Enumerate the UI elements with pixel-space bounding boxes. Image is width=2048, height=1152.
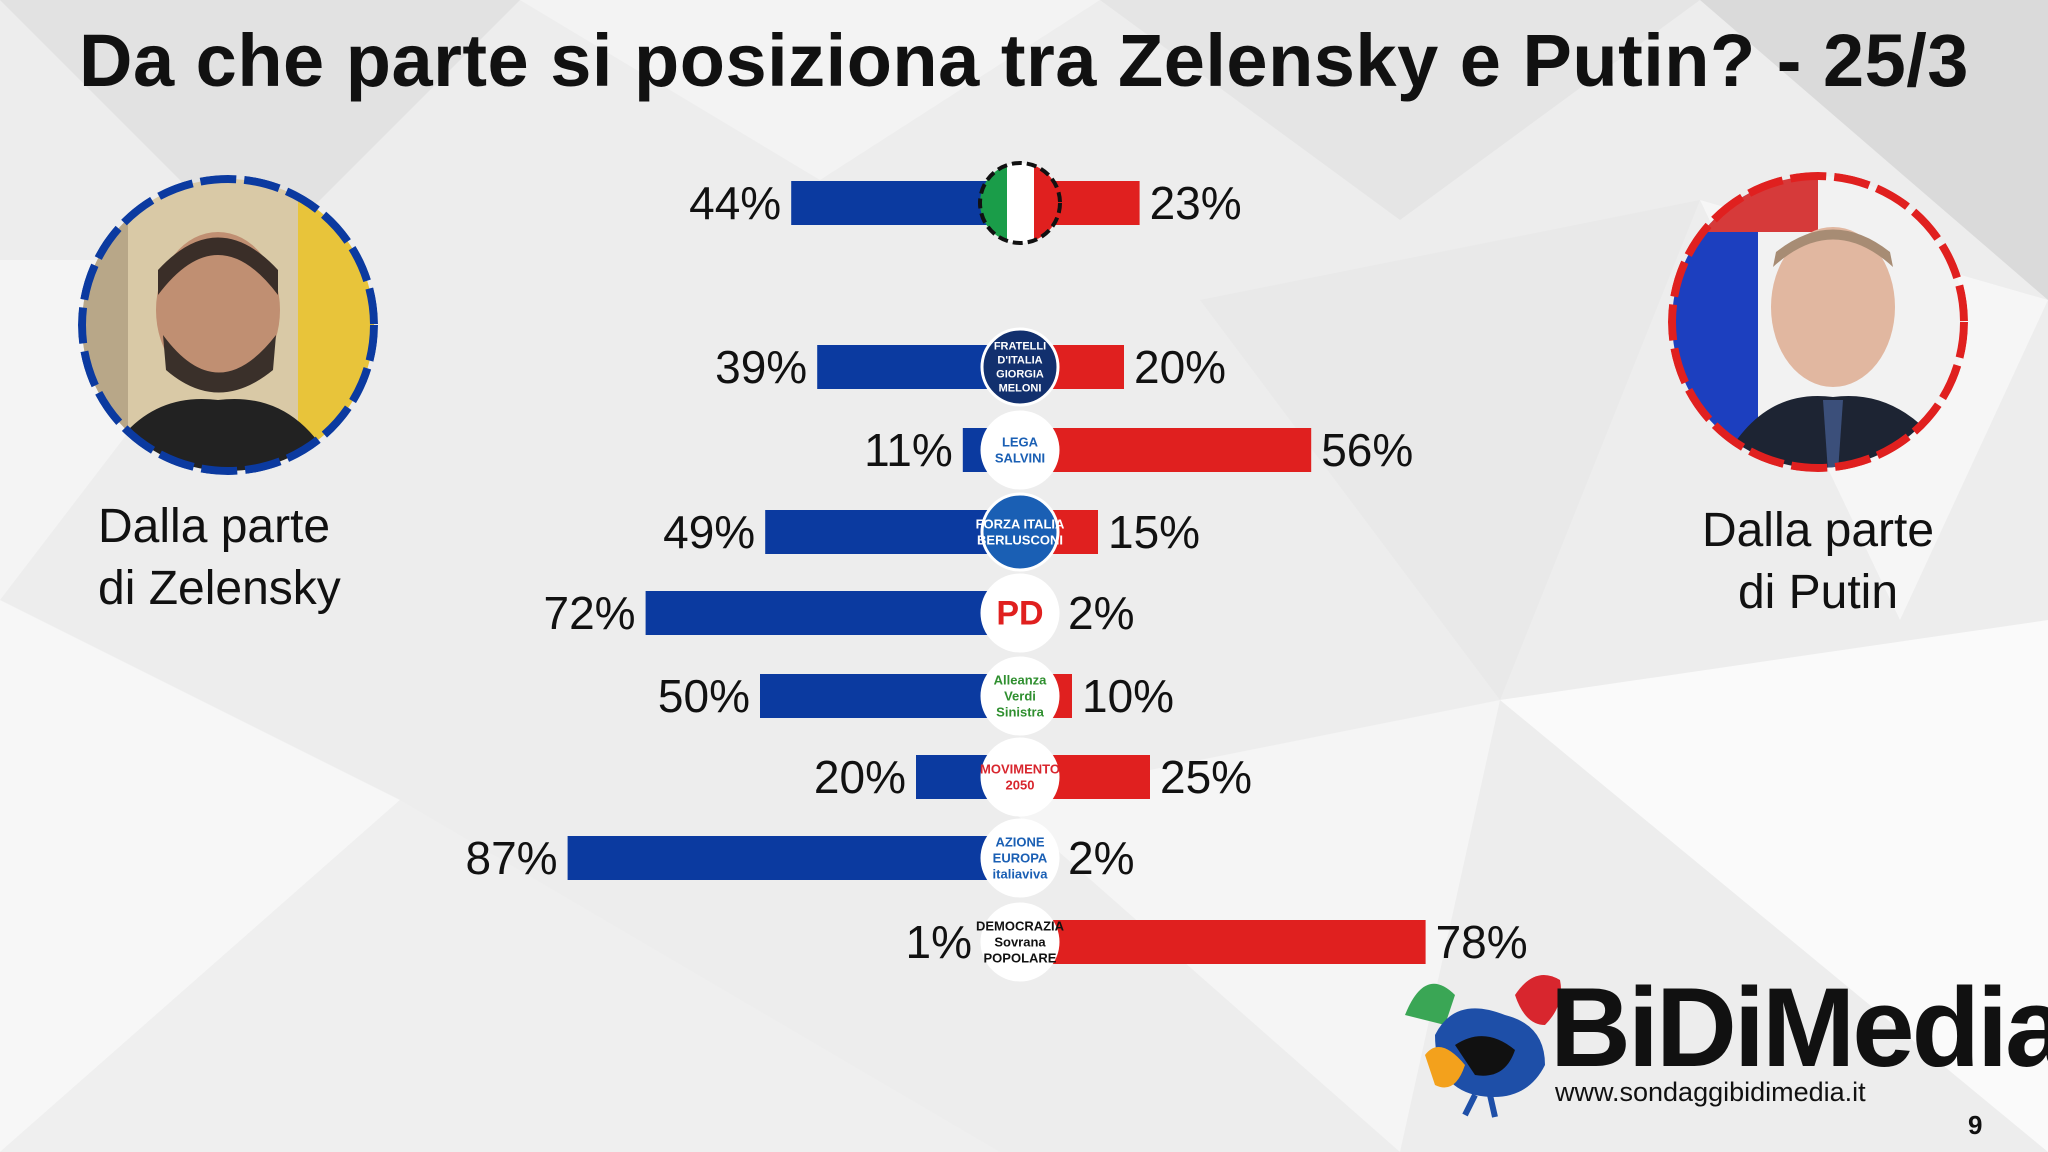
logo-text: AZIONE bbox=[995, 834, 1044, 849]
pd-logo: PD bbox=[980, 573, 1060, 653]
brand-url[interactable]: www.sondaggibidimedia.it bbox=[1555, 1077, 1866, 1107]
label-putin: 2% bbox=[1068, 587, 1134, 639]
zelensky-label-line2: di Zelensky bbox=[98, 562, 341, 615]
logo-text: FRATELLI bbox=[994, 341, 1046, 353]
logo-text: SALVINI bbox=[995, 450, 1045, 465]
label-zelensky: 49% bbox=[663, 506, 755, 558]
label-putin: 20% bbox=[1134, 341, 1226, 393]
logo-text: Sovrana bbox=[994, 934, 1046, 949]
putin-label: Dalla parte di Putin bbox=[1688, 500, 1948, 624]
logo-text: GIORGIA bbox=[996, 369, 1044, 381]
label-zelensky: 50% bbox=[658, 670, 750, 722]
label-putin: 2% bbox=[1068, 832, 1134, 884]
logo-text: D'ITALIA bbox=[997, 355, 1042, 367]
logo-text: BERLUSCONI bbox=[977, 532, 1063, 547]
label-putin: 23% bbox=[1150, 177, 1242, 229]
label-zelensky: 87% bbox=[466, 832, 558, 884]
label-zelensky: 11% bbox=[864, 424, 953, 476]
label-zelensky: 20% bbox=[814, 751, 906, 803]
logo-text: EUROPA bbox=[993, 850, 1048, 865]
logo-text: Verdi bbox=[1004, 688, 1036, 703]
label-zelensky: 44% bbox=[689, 177, 781, 229]
page-number: 9 bbox=[1968, 1110, 1983, 1140]
bidimedia-logo: BiDiMedia www.sondaggibidimedia.it bbox=[1395, 955, 2048, 1120]
logo-text: PD bbox=[996, 594, 1043, 632]
label-putin: 56% bbox=[1321, 424, 1413, 476]
logo-text: FORZA ITALIA bbox=[976, 516, 1065, 531]
putin-label-line2: di Putin bbox=[1737, 566, 1899, 619]
zelensky-label: Dalla parte di Zelensky bbox=[98, 496, 341, 620]
logo-text: MELONI bbox=[999, 383, 1042, 395]
bar-putin bbox=[1020, 428, 1312, 472]
brand-name: BiDiMedia bbox=[1550, 965, 2048, 1090]
bar-zelensky bbox=[760, 674, 1020, 718]
logo-text: Sinistra bbox=[996, 704, 1044, 719]
zelensky-label-line1: Dalla parte bbox=[98, 500, 331, 553]
fratelli-ditalia-logo: FRATELLI D'ITALIA GIORGIA MELONI bbox=[980, 327, 1060, 407]
label-putin: 15% bbox=[1108, 506, 1200, 558]
page-title: Da che parte si posiziona tra Zelensky e… bbox=[79, 19, 1969, 102]
bar-putin bbox=[1020, 920, 1426, 964]
logo-text: POPOLARE bbox=[984, 950, 1057, 965]
label-zelensky: 72% bbox=[544, 587, 636, 639]
chart-row: 72% 2% PD bbox=[544, 573, 1134, 653]
rooster-icon bbox=[1405, 975, 1561, 1118]
logo-text: Alleanza bbox=[994, 672, 1048, 687]
label-putin: 78% bbox=[1436, 916, 1528, 968]
label-putin: 25% bbox=[1160, 751, 1252, 803]
label-zelensky: 1% bbox=[906, 916, 972, 968]
label-putin: 10% bbox=[1082, 670, 1174, 722]
logo-text: LEGA bbox=[1002, 434, 1039, 449]
bar-zelensky bbox=[645, 591, 1020, 635]
chart-row: 44% 23% bbox=[689, 161, 1242, 245]
logo-text: 2050 bbox=[1006, 777, 1035, 792]
logo-text: italiaviva bbox=[993, 866, 1049, 881]
bar-zelensky bbox=[567, 836, 1020, 880]
bar-zelensky bbox=[765, 510, 1020, 554]
chart-row: 39% 20% FRATELLI D'ITALIA GIORGIA MELONI bbox=[715, 327, 1226, 407]
logo-text: DEMOCRAZIA bbox=[976, 918, 1065, 933]
italy-flag-icon bbox=[978, 161, 1062, 245]
label-zelensky: 39% bbox=[715, 341, 807, 393]
putin-label-line1: Dalla parte bbox=[1701, 504, 1935, 557]
logo-text: MOVIMENTO bbox=[980, 761, 1060, 776]
